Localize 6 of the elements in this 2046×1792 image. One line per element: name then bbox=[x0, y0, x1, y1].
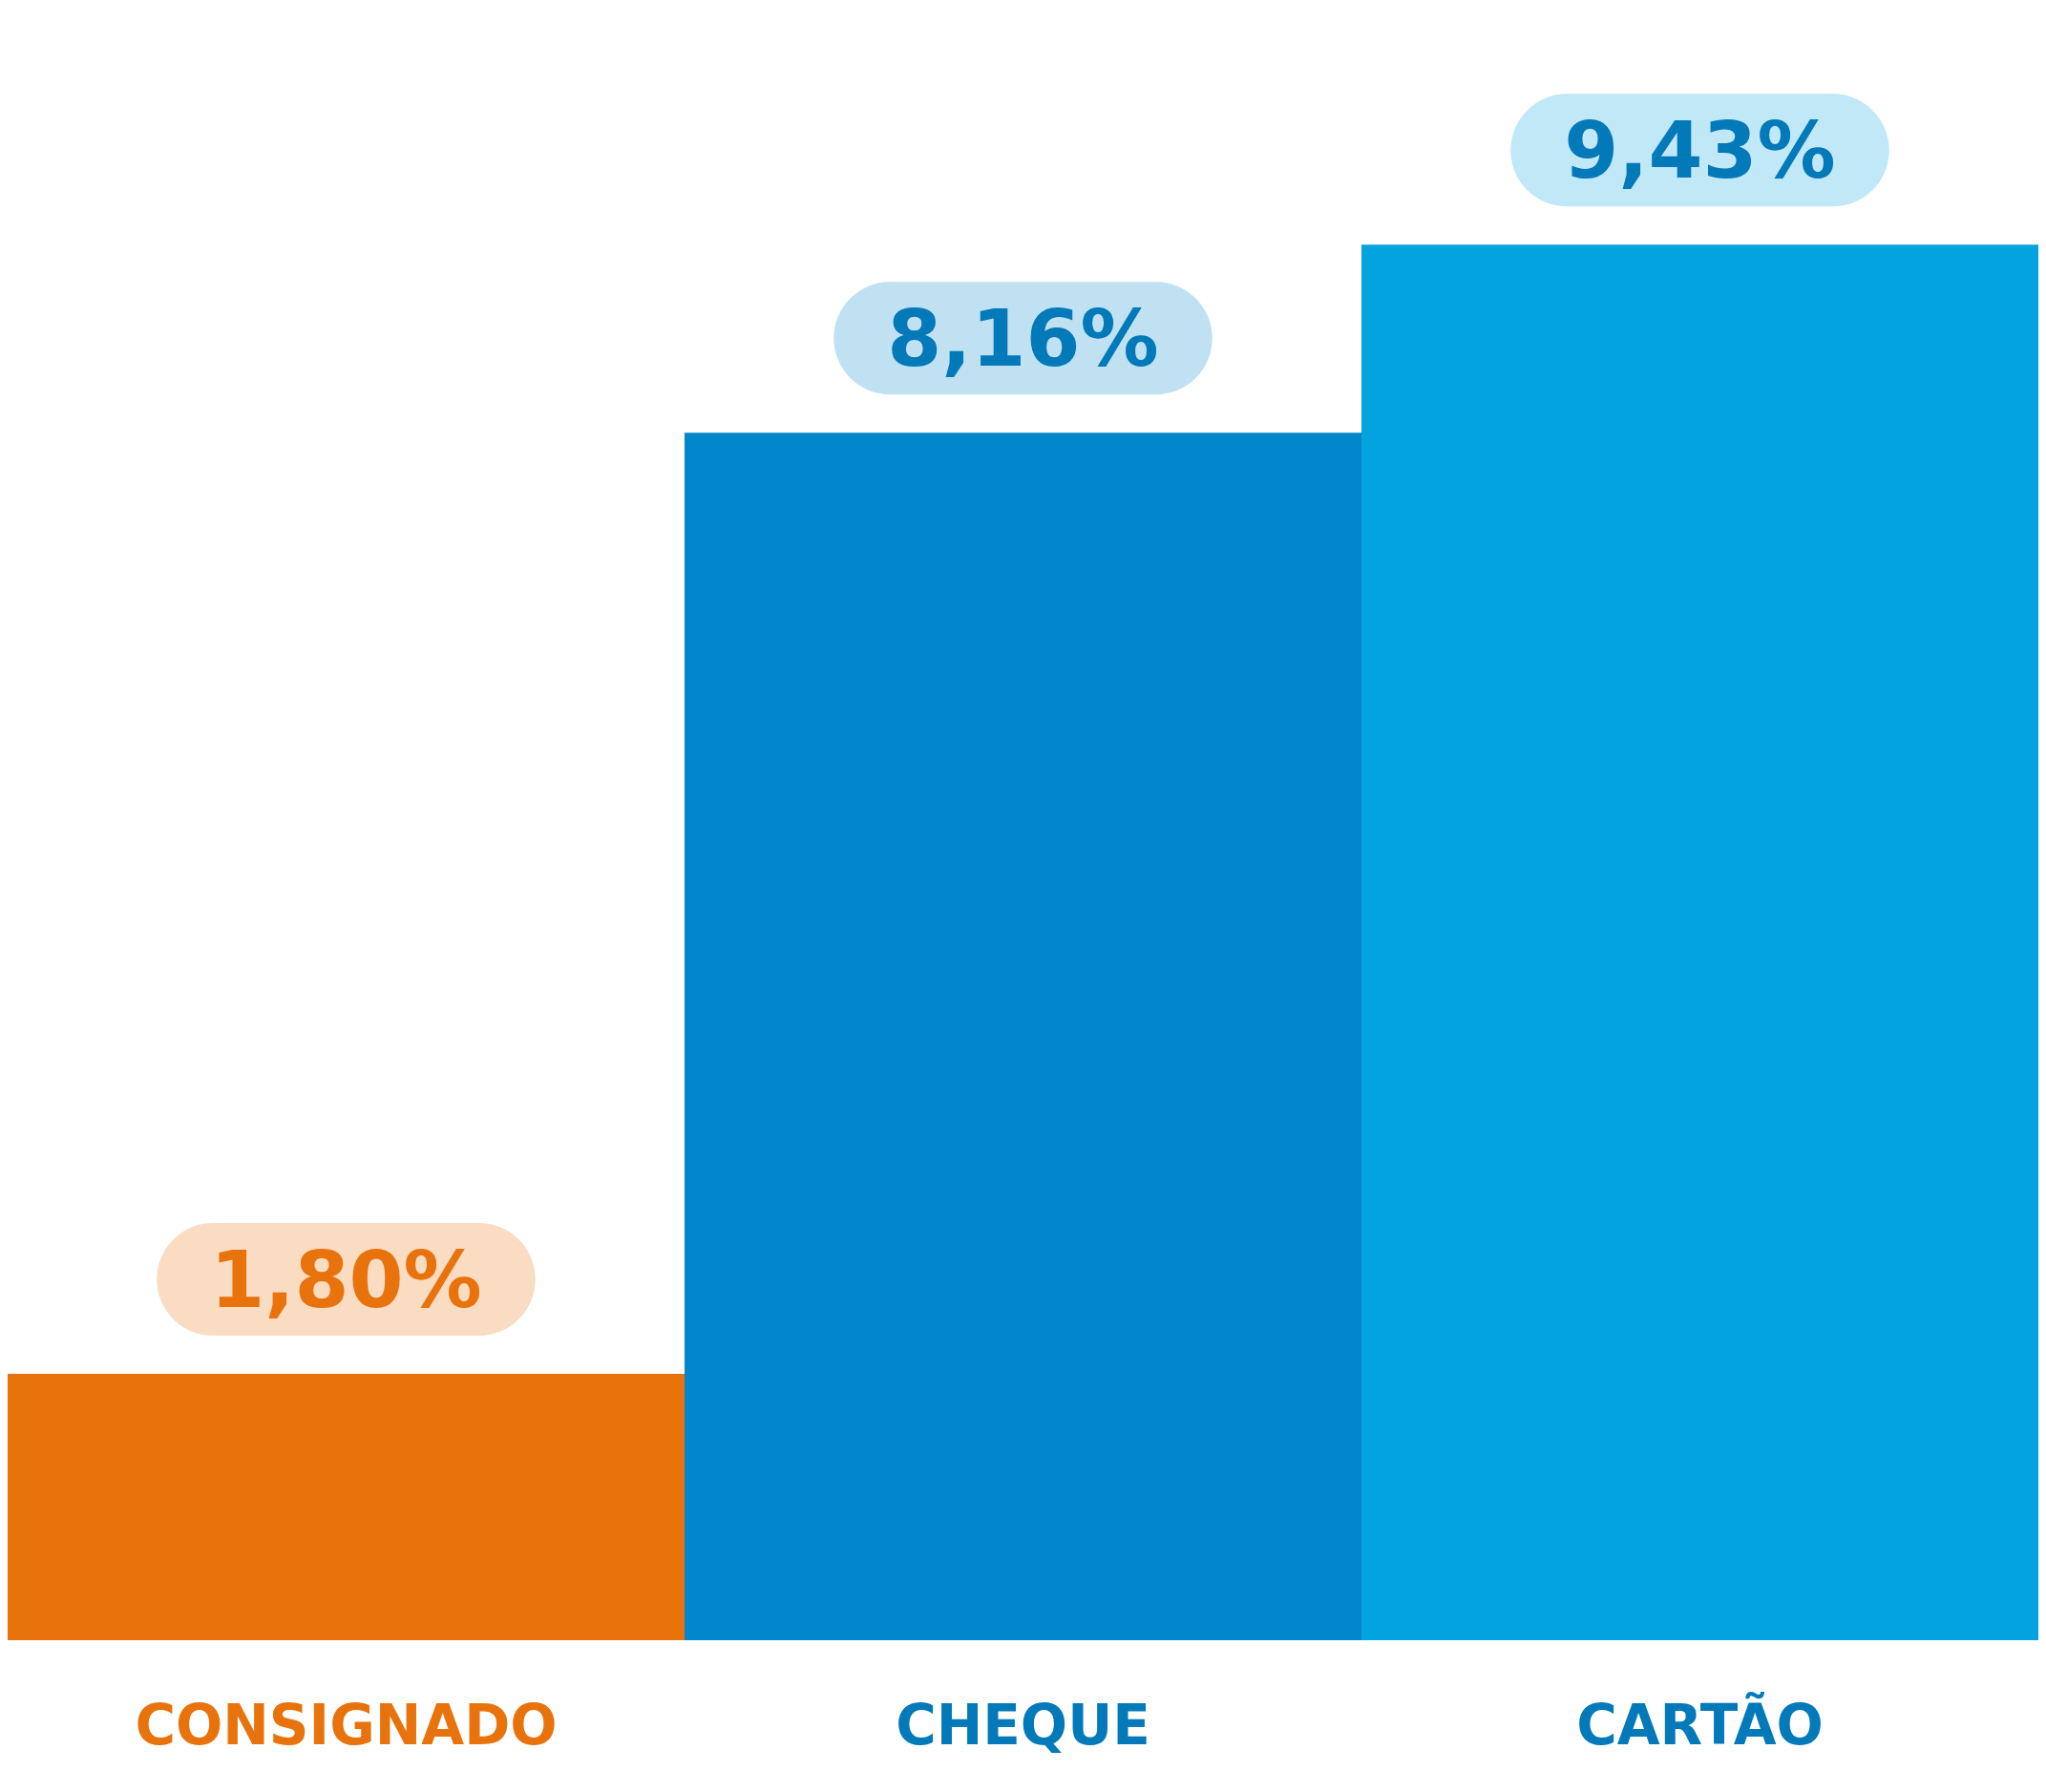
data-label: 8,16% bbox=[887, 292, 1159, 384]
data-label: 1,80% bbox=[210, 1233, 482, 1325]
x-tick-label: CARTÃO bbox=[1576, 1692, 1824, 1758]
x-tick-label: CONSIGNADO bbox=[135, 1693, 558, 1758]
data-label: 9,43% bbox=[1564, 104, 1836, 196]
x-tick-label: CHEQUE bbox=[896, 1693, 1150, 1758]
